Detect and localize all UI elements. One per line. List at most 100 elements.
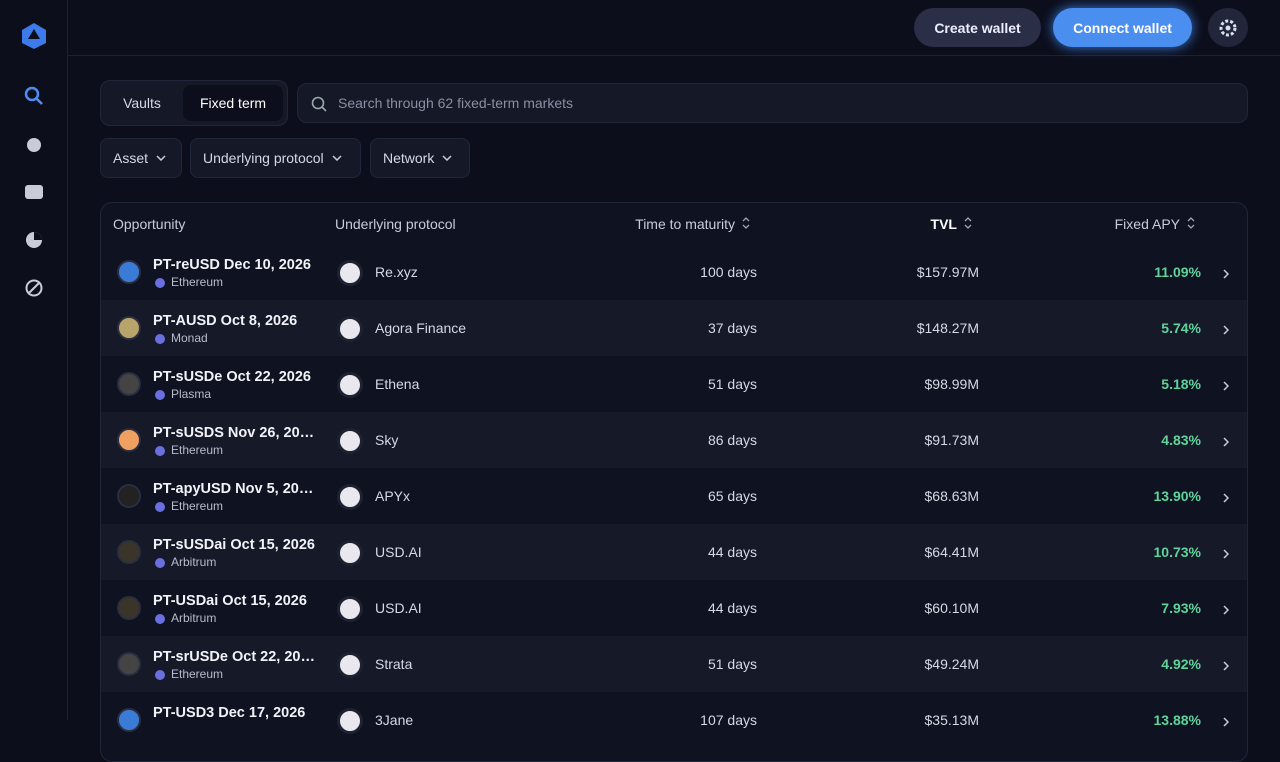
- filter-label: Asset: [113, 150, 149, 166]
- tvl: $35.13M: [924, 712, 979, 728]
- maturity: 107 days: [700, 712, 757, 728]
- row-chevron: [1223, 378, 1230, 391]
- tvl: $64.41M: [924, 544, 979, 560]
- network-icon: [155, 334, 165, 344]
- row-chevron: [1223, 602, 1230, 615]
- row-chevron: [1223, 266, 1230, 279]
- table-row[interactable]: PT-sUSDai Oct 15, 2026 Arbitrum USD.AI 44 d…: [101, 524, 1247, 580]
- tvl: $68.63M: [924, 488, 979, 504]
- network-name: Ethereum: [171, 275, 224, 289]
- network-icon: [155, 278, 165, 288]
- row-chevron: [1223, 490, 1230, 503]
- column-header[interactable]: Time to maturity: [635, 203, 735, 244]
- market-name: PT-sUSDai Oct 15, 2026: [153, 537, 315, 553]
- filter[interactable]: Network: [370, 138, 470, 178]
- maturity: 100 days: [700, 264, 757, 280]
- protocol-name: Agora Finance: [375, 320, 467, 336]
- network-name: Ethereum: [171, 443, 224, 457]
- maturity: 44 days: [707, 600, 757, 616]
- maturity: 37 days: [707, 320, 757, 336]
- tabs: Vaults Fixed term: [100, 80, 288, 126]
- fixed-apy: 10.73%: [1153, 544, 1201, 560]
- table-row[interactable]: PT-sUSDS Nov 26, 20… Ethereum Sky 86 days $9…: [101, 412, 1247, 468]
- protocol-name: Ethena: [375, 376, 420, 392]
- protocol-name: USD.AI: [375, 600, 422, 616]
- maturity: 65 days: [707, 488, 757, 504]
- asset-icon: [117, 316, 141, 340]
- table-row[interactable]: PT-USD3 Dec 17, 2026 3Jane 107 days $35.13M…: [101, 692, 1247, 748]
- filter[interactable]: Asset: [100, 138, 182, 178]
- asset-icon: [117, 428, 141, 452]
- column-header: Underlying protocol: [335, 215, 456, 232]
- connect-wallet-button[interactable]: Connect wallet: [1053, 8, 1192, 47]
- network-icon: [155, 446, 165, 456]
- tab-active[interactable]: Fixed term: [183, 85, 283, 121]
- maturity: 51 days: [707, 656, 757, 672]
- sort-icon: [742, 217, 750, 229]
- tvl: $157.97M: [916, 264, 979, 280]
- fixed-apy: 4.83%: [1161, 432, 1201, 448]
- market-name: PT-apyUSD Nov 5, 20…: [153, 481, 314, 497]
- filter-label: Underlying protocol: [203, 150, 324, 166]
- create-wallet-button[interactable]: Create wallet: [914, 8, 1041, 47]
- protocol-name: Strata: [375, 656, 413, 672]
- row-chevron: [1223, 714, 1230, 727]
- fixed-apy: 5.18%: [1161, 376, 1201, 392]
- network-icon: [155, 558, 165, 568]
- protocol-icon: [337, 540, 363, 566]
- protocol-icon: [337, 708, 363, 734]
- sort-icon: [1187, 217, 1195, 229]
- table-row[interactable]: PT-AUSD Oct 8, 2026 Monad Agora Finance 37 …: [101, 300, 1247, 356]
- fixed-apy: 5.74%: [1161, 320, 1201, 336]
- search-nav[interactable]: [24, 86, 44, 106]
- top-bar: Create wallet Connect wallet: [68, 0, 1280, 56]
- protocol-icon: [337, 372, 363, 398]
- rewards-nav[interactable]: [24, 134, 44, 154]
- network-icon: [155, 670, 165, 680]
- column-header[interactable]: Fixed APY: [1115, 203, 1180, 244]
- network-name: Ethereum: [171, 667, 224, 681]
- asset-icon: [117, 540, 141, 564]
- asset-icon: [117, 596, 141, 620]
- table-row[interactable]: PT-srUSDe Oct 22, 20… Ethereum Strata 51 da…: [101, 636, 1247, 692]
- explore-nav[interactable]: [24, 278, 44, 298]
- network-name: Monad: [171, 331, 208, 345]
- asset-icon: [117, 260, 141, 284]
- asset-icon: [117, 484, 141, 508]
- maturity: 44 days: [707, 544, 757, 560]
- market-name: PT-sUSDS Nov 26, 20…: [153, 425, 315, 441]
- tab[interactable]: Vaults: [123, 95, 161, 111]
- table-row[interactable]: PT-reUSD Dec 10, 2026 Ethereum Re.xyz 100 d…: [101, 244, 1247, 300]
- protocol-icon: [337, 652, 363, 678]
- protocol-name: 3Jane: [375, 712, 414, 728]
- row-chevron: [1223, 658, 1230, 671]
- protocol-name: USD.AI: [375, 544, 422, 560]
- protocol-icon: [337, 316, 363, 342]
- table-row[interactable]: PT-USDai Oct 15, 2026 Arbitrum USD.AI 44 da…: [101, 580, 1247, 636]
- wallet-nav[interactable]: [24, 182, 44, 202]
- column-header[interactable]: TVL: [931, 203, 957, 244]
- tvl: $98.99M: [924, 376, 979, 392]
- filter-label: Network: [383, 150, 435, 166]
- table-row[interactable]: PT-apyUSD Nov 5, 20… Ethereum APYx 65 days $…: [101, 468, 1247, 524]
- asset-icon: [117, 708, 141, 732]
- market-name: PT-reUSD Dec 10, 2026: [153, 257, 311, 273]
- market-name: PT-srUSDe Oct 22, 20…: [153, 649, 315, 665]
- protocol-icon: [337, 596, 363, 622]
- markets-table: Opportunity Underlying protocol Time to …: [100, 202, 1248, 762]
- search-input[interactable]: Search through 62 fixed-term markets: [297, 83, 1248, 123]
- sidebar: [0, 0, 68, 720]
- maturity: 51 days: [707, 376, 757, 392]
- portfolio-nav[interactable]: [24, 230, 44, 250]
- table-row[interactable]: PT-sUSDe Oct 22, 2026 Plasma Ethena 51 days…: [101, 356, 1247, 412]
- network-name: Ethereum: [171, 499, 224, 513]
- tvl: $60.10M: [924, 600, 979, 616]
- fixed-apy: 4.92%: [1161, 656, 1201, 672]
- column-header-label: Time to maturity: [635, 215, 735, 232]
- network-name: Plasma: [171, 387, 212, 401]
- settings-button[interactable]: [1208, 8, 1248, 47]
- market-name: PT-USDai Oct 15, 2026: [153, 593, 307, 609]
- fixed-apy: 13.88%: [1153, 712, 1201, 728]
- filter[interactable]: Underlying protocol: [190, 138, 361, 178]
